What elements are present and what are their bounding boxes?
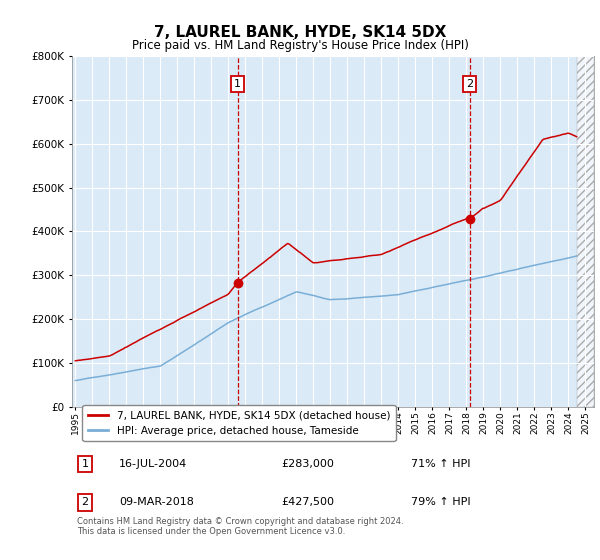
Text: 7, LAUREL BANK, HYDE, SK14 5DX: 7, LAUREL BANK, HYDE, SK14 5DX: [154, 25, 446, 40]
Text: 1: 1: [234, 79, 241, 89]
Text: 16-JUL-2004: 16-JUL-2004: [119, 459, 187, 469]
Text: 2: 2: [82, 497, 89, 507]
Text: 1: 1: [82, 459, 89, 469]
Bar: [577, 56, 594, 407]
Text: £283,000: £283,000: [281, 459, 334, 469]
Text: 71% ↑ HPI: 71% ↑ HPI: [412, 459, 471, 469]
Text: Contains HM Land Registry data © Crown copyright and database right 2024.
This d: Contains HM Land Registry data © Crown c…: [77, 517, 404, 536]
Bar: [577, 56, 594, 407]
Text: 79% ↑ HPI: 79% ↑ HPI: [412, 497, 471, 507]
Legend: 7, LAUREL BANK, HYDE, SK14 5DX (detached house), HPI: Average price, detached ho: 7, LAUREL BANK, HYDE, SK14 5DX (detached…: [82, 405, 395, 441]
Text: 2: 2: [466, 79, 473, 89]
Text: Price paid vs. HM Land Registry's House Price Index (HPI): Price paid vs. HM Land Registry's House …: [131, 39, 469, 52]
Text: £427,500: £427,500: [281, 497, 334, 507]
Text: 09-MAR-2018: 09-MAR-2018: [119, 497, 194, 507]
